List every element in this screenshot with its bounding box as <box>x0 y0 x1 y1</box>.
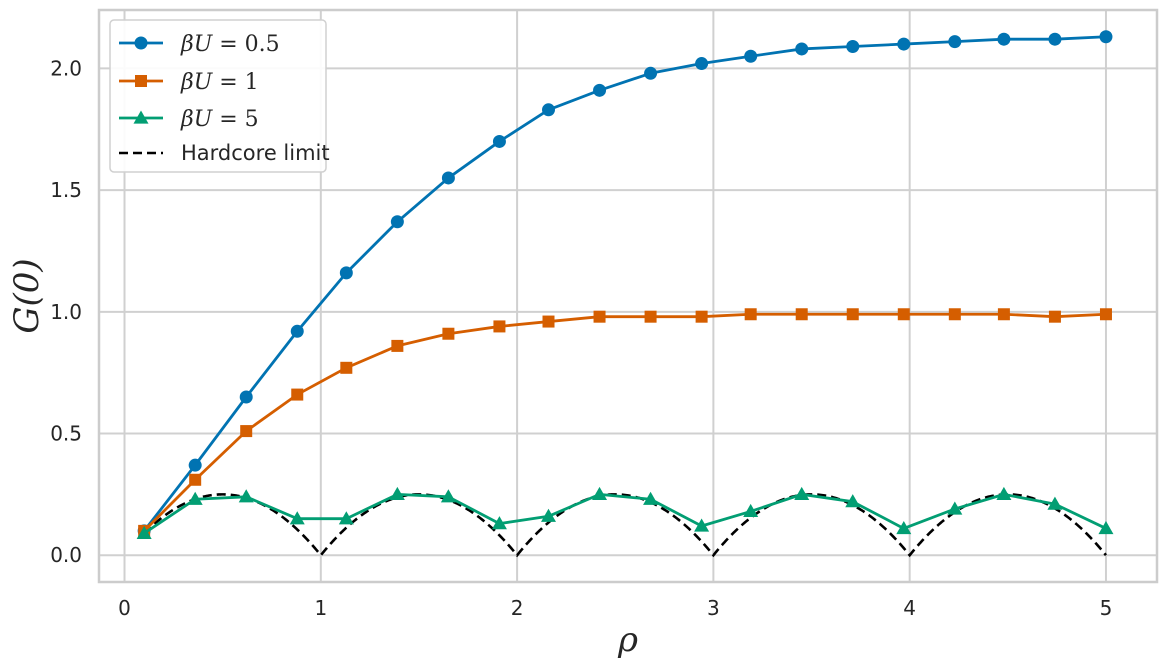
legend-label: βU = 5 <box>180 107 259 132</box>
data-point <box>440 489 456 503</box>
data-point <box>491 516 507 530</box>
data-point <box>744 308 757 321</box>
data-point <box>794 486 810 500</box>
y-tick-label: 0.0 <box>50 543 82 567</box>
x-tick-label: 0 <box>118 596 131 620</box>
legend-box <box>109 19 327 173</box>
data-point <box>997 308 1010 321</box>
data-point <box>694 518 710 532</box>
legend-marker <box>134 36 148 50</box>
y-tick-label: 0.5 <box>50 422 82 446</box>
data-point <box>695 57 709 71</box>
data-point <box>338 511 354 525</box>
series-layer <box>136 30 1114 558</box>
data-point <box>643 491 659 505</box>
data-point <box>492 134 506 148</box>
legend-label: βU = 1 <box>180 70 259 95</box>
data-point <box>1099 30 1113 44</box>
x-axis-label: ρ <box>617 620 638 660</box>
legend-label: Hardcore limit <box>181 141 330 165</box>
data-point <box>896 520 912 535</box>
data-point <box>493 320 506 333</box>
legend: βU = 0.5 βU = 1 βU = 5 Hardcore limit <box>109 19 330 173</box>
y-tick-label: 1.5 <box>50 178 82 202</box>
data-point <box>1047 496 1063 510</box>
data-point <box>743 503 759 518</box>
plot-frame <box>97 8 1159 584</box>
data-point <box>240 425 253 438</box>
data-point <box>997 32 1011 46</box>
data-point <box>1048 32 1062 46</box>
data-point <box>238 489 254 503</box>
tick-labels: 0 1 2 3 4 5 0.0 0.5 1.0 1.5 2.0 <box>50 56 1112 620</box>
data-point <box>188 458 202 472</box>
data-point <box>897 308 910 321</box>
series-line <box>143 35 1107 532</box>
x-tick-label: 4 <box>903 596 916 620</box>
y-axis-label: G(0) <box>7 258 47 333</box>
data-point <box>695 310 708 323</box>
data-point <box>391 339 404 352</box>
x-tick-label: 3 <box>707 596 720 620</box>
data-point <box>541 508 557 522</box>
x-tick-label: 1 <box>314 596 327 620</box>
series-3 <box>136 486 1114 539</box>
data-point <box>996 486 1012 500</box>
data-point <box>846 40 860 54</box>
legend-marker <box>133 110 149 124</box>
x-tick-label: 2 <box>511 596 524 620</box>
hardcore-limit-line <box>143 493 1107 558</box>
data-point <box>389 486 405 500</box>
data-point <box>947 501 963 515</box>
legend-label: βU = 0.5 <box>180 32 280 57</box>
data-point <box>644 66 658 80</box>
data-point <box>846 308 859 321</box>
data-point <box>189 473 202 486</box>
data-point <box>442 327 455 340</box>
data-point <box>795 308 808 321</box>
data-point <box>845 494 861 508</box>
data-point <box>291 388 304 401</box>
data-point <box>948 308 961 321</box>
data-point <box>289 511 305 525</box>
data-point <box>340 361 353 374</box>
data-point <box>239 390 253 404</box>
data-point <box>795 42 809 56</box>
data-point <box>187 491 203 505</box>
series-2 <box>138 308 1112 537</box>
data-point <box>897 37 911 51</box>
series-line <box>143 492 1107 535</box>
data-point <box>644 310 657 323</box>
y-tick-label: 1.0 <box>50 300 82 324</box>
data-point <box>1048 310 1061 323</box>
data-point <box>390 215 404 229</box>
data-point <box>136 525 152 539</box>
data-point <box>1099 308 1112 321</box>
data-point <box>593 310 606 323</box>
data-point <box>290 324 304 338</box>
data-point <box>339 266 353 280</box>
y-tick-label: 2.0 <box>50 56 82 80</box>
data-point <box>542 103 556 117</box>
data-point <box>593 83 607 97</box>
x-tick-label: 5 <box>1100 596 1113 620</box>
data-point <box>1098 520 1114 535</box>
series-line <box>143 312 1107 532</box>
data-point <box>542 315 555 328</box>
data-point <box>592 486 608 500</box>
data-point <box>744 49 758 63</box>
series-1 <box>137 30 1113 538</box>
data-point <box>948 35 962 49</box>
data-point <box>441 171 455 185</box>
legend-marker <box>135 75 147 87</box>
